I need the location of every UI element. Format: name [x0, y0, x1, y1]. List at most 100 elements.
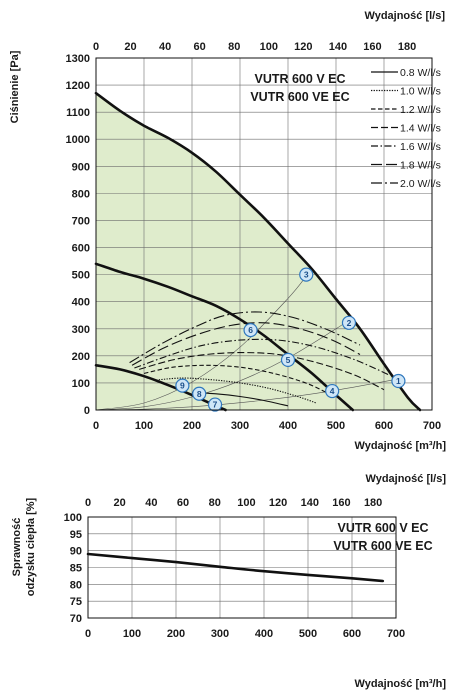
top-x2-tick-label: 0 [93, 41, 99, 53]
top-x2-tick-label: 100 [260, 41, 278, 53]
bottom-x2-tick-label: 20 [114, 497, 126, 509]
bottom-model-name-1: VUTR 600 V EC [337, 521, 428, 535]
operating-point-label: 1 [396, 376, 401, 386]
bottom-x2-tick-label: 40 [145, 497, 157, 509]
operating-point-marker [391, 373, 406, 389]
bottom-x-tick-label: 0 [85, 628, 91, 640]
top-x2-tick-label: 180 [398, 41, 416, 53]
legend-label: 2.0 W/l/s [400, 178, 441, 190]
legend-label: 1.4 W/l/s [400, 123, 441, 135]
top-y-tick-label: 400 [72, 297, 90, 309]
bottom-y-tick-label: 85 [70, 563, 82, 575]
bottom-x-axis-label: Wydajność [m³/h] [355, 678, 447, 690]
top-plot-frame [95, 57, 433, 411]
bottom-y-axis-label-line2: odzysku ciepła [%] [25, 497, 37, 596]
operating-point-label: 4 [330, 386, 335, 396]
fan-curve [94, 91, 422, 412]
efficiency-curve [86, 552, 385, 583]
top-y-tick-label: 1200 [66, 80, 90, 92]
operating-point-marker [243, 323, 258, 338]
bottom-x-tick-labels: 0 100 200 300 400 500 600 700 [85, 628, 405, 640]
operating-area-fill [96, 93, 420, 410]
operating-point-marker [175, 378, 190, 393]
legend: 0.8 W/l/s 1.0 W/l/s 1.2 W/l/s 1.4 W/l/s 1.6 … [371, 67, 441, 190]
top-x-tick-label: 500 [327, 420, 345, 432]
bottom-x2-tick-label: 60 [177, 497, 189, 509]
bottom-x-tick-label: 600 [343, 628, 361, 640]
bottom-x2-tick-label: 160 [332, 497, 350, 509]
operating-point-marker [299, 267, 314, 282]
bottom-x2-tick-label: 120 [269, 497, 287, 509]
top-x2-tick-label: 40 [159, 41, 171, 53]
legend-label: 1.2 W/l/s [400, 104, 441, 116]
top-y-tick-label: 0 [84, 405, 90, 417]
bottom-x2-tick-label: 180 [364, 497, 382, 509]
legend-label: 1.8 W/l/s [400, 160, 441, 172]
top-y-tick-labels: 0 100 200 300 400 500 600 700 800 900 1000 1100 1200… [66, 53, 90, 417]
top-y-tick-label: 700 [72, 215, 90, 227]
bottom-y-tick-labels: 70 75 80 85 90 95 100 [64, 512, 82, 625]
top-x-tick-label: 700 [423, 420, 441, 432]
top-y-tick-label: 900 [72, 161, 90, 173]
bottom-y-axis-label-line1: Sprawność [11, 518, 23, 577]
operating-point-label: 9 [180, 381, 185, 391]
operating-point-label: 3 [304, 270, 309, 280]
power-curve [143, 364, 332, 396]
bottom-x2-tick-label: 140 [301, 497, 319, 509]
bottom-x2-axis-label: Wydajność [l/s] [366, 473, 447, 485]
power-curve [153, 377, 317, 404]
top-x2-tick-label: 80 [228, 41, 240, 53]
bottom-x-tick-label: 700 [387, 628, 405, 640]
top-y-tick-label: 1300 [66, 53, 90, 65]
top-y-tick-label: 100 [72, 378, 90, 390]
top-x2-axis-label: Wydajność [l/s] [365, 10, 446, 22]
top-x-axis-label: Wydajność [m³/h] [355, 440, 447, 452]
bottom-model-name-2: VUTR 600 VE EC [333, 539, 432, 553]
top-x2-tick-label: 60 [194, 41, 206, 53]
bottom-x2-tick-label: 0 [85, 497, 91, 509]
top-x-tick-label: 300 [231, 420, 249, 432]
bottom-grid [88, 517, 396, 618]
operating-point-label: 8 [197, 389, 202, 399]
bottom-y-tick-label: 80 [70, 579, 82, 591]
bottom-x-tick-label: 100 [123, 628, 141, 640]
operating-point-marker [341, 315, 357, 330]
bottom-y-tick-label: 70 [70, 613, 82, 625]
efficiency-chart: Wydajność [l/s] Sprawność odzysku ciepła… [11, 473, 446, 690]
bottom-y-tick-label: 100 [64, 512, 82, 524]
operating-point-marker [207, 397, 223, 412]
bottom-y-tick-label: 90 [70, 546, 82, 558]
operating-point-marker [280, 352, 296, 368]
fan-curve [94, 262, 355, 412]
system-curve [95, 319, 350, 411]
top-x2-tick-labels: 0 20 40 60 80 100 120 140 160 180 [93, 41, 416, 53]
pressure-chart: Wydajność [l/s] Ciśnienie [Pa] Wydajność… [9, 10, 446, 452]
power-curve [139, 352, 385, 391]
bottom-x2-tick-labels: 0 20 40 60 80 100 120 140 160 180 [85, 497, 382, 509]
top-y-axis-label: Ciśnienie [Pa] [9, 50, 21, 123]
top-x2-tick-label: 20 [124, 41, 136, 53]
system-curve [95, 274, 308, 411]
bottom-x2-tick-label: 100 [237, 497, 255, 509]
top-x2-tick-label: 120 [294, 41, 312, 53]
top-x-tick-label: 0 [93, 420, 99, 432]
efficiency-series [86, 552, 385, 583]
legend-label: 1.0 W/l/s [400, 86, 441, 98]
top-x-tick-labels: 0 100 200 300 400 500 600 700 [93, 420, 441, 432]
top-x2-tick-label: 140 [329, 41, 347, 53]
top-y-tick-label: 200 [72, 351, 90, 363]
top-x-tick-label: 100 [135, 420, 153, 432]
top-y-tick-label: 1000 [66, 134, 90, 146]
operating-point-label: 7 [213, 400, 218, 410]
bottom-y-tick-label: 75 [70, 596, 82, 608]
top-grid [96, 58, 432, 410]
bottom-x-tick-label: 400 [255, 628, 273, 640]
top-x-tick-label: 400 [279, 420, 297, 432]
top-y-tick-label: 800 [72, 188, 90, 200]
operating-point-marker [325, 383, 340, 399]
top-y-tick-label: 300 [72, 324, 90, 336]
top-x-tick-label: 200 [183, 420, 201, 432]
bottom-plot-frame [87, 516, 397, 619]
top-x2-tick-label: 160 [363, 41, 381, 53]
